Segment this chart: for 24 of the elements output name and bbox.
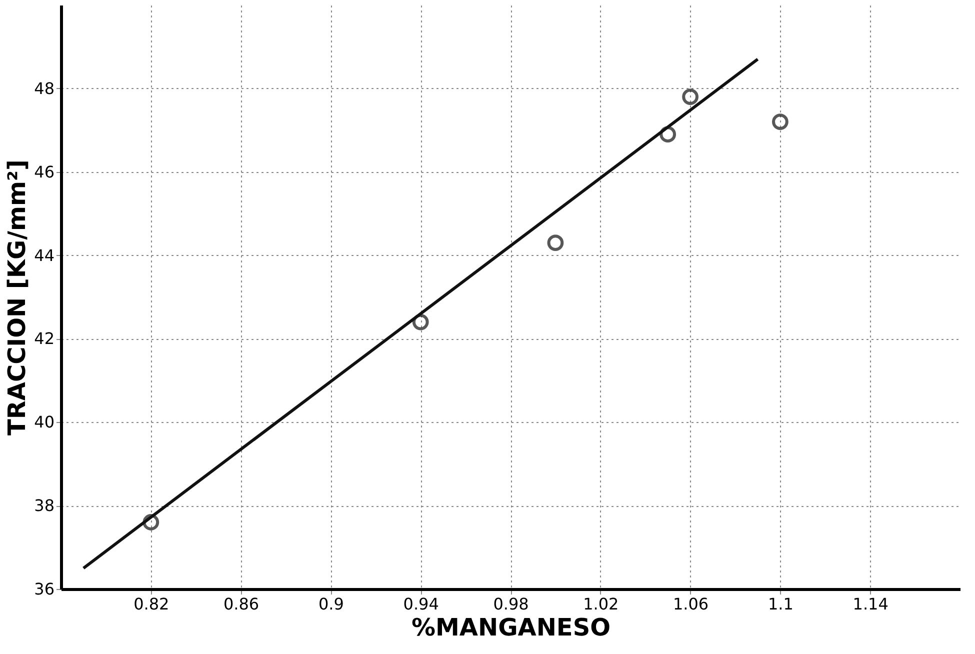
- point: [682, 88, 699, 105]
- y-tick-label: 36: [34, 580, 54, 598]
- y-tick-label: 44: [34, 246, 54, 265]
- y-axis-title: TRACCION [KG/mm²]: [3, 160, 32, 436]
- y-tick-label: 48: [34, 78, 54, 98]
- point: [547, 234, 564, 251]
- x-tick-label: 0.94: [403, 594, 439, 614]
- y-tick-label: 42: [34, 329, 54, 348]
- y-tick-label: 38: [34, 496, 54, 516]
- y-tick-label: 46: [34, 162, 54, 182]
- point: [772, 114, 788, 130]
- point: [660, 126, 676, 143]
- x-tick-label: 0.82: [134, 594, 170, 614]
- x-tick-label: 1.06: [672, 594, 709, 614]
- y-tick-label: 40: [34, 412, 54, 432]
- x-tick-label: 0.98: [493, 594, 529, 614]
- point: [142, 514, 160, 530]
- x-tick-label: 0.86: [223, 594, 260, 614]
- x-axis-title: %MANGANESO: [411, 614, 611, 642]
- x-tick-label: 1.14: [852, 594, 888, 614]
- x-tick-label: 1.1: [768, 594, 794, 614]
- x-tick-label: 1.02: [583, 594, 619, 614]
- x-tick-label: 0.9: [318, 594, 344, 614]
- point: [412, 314, 429, 330]
